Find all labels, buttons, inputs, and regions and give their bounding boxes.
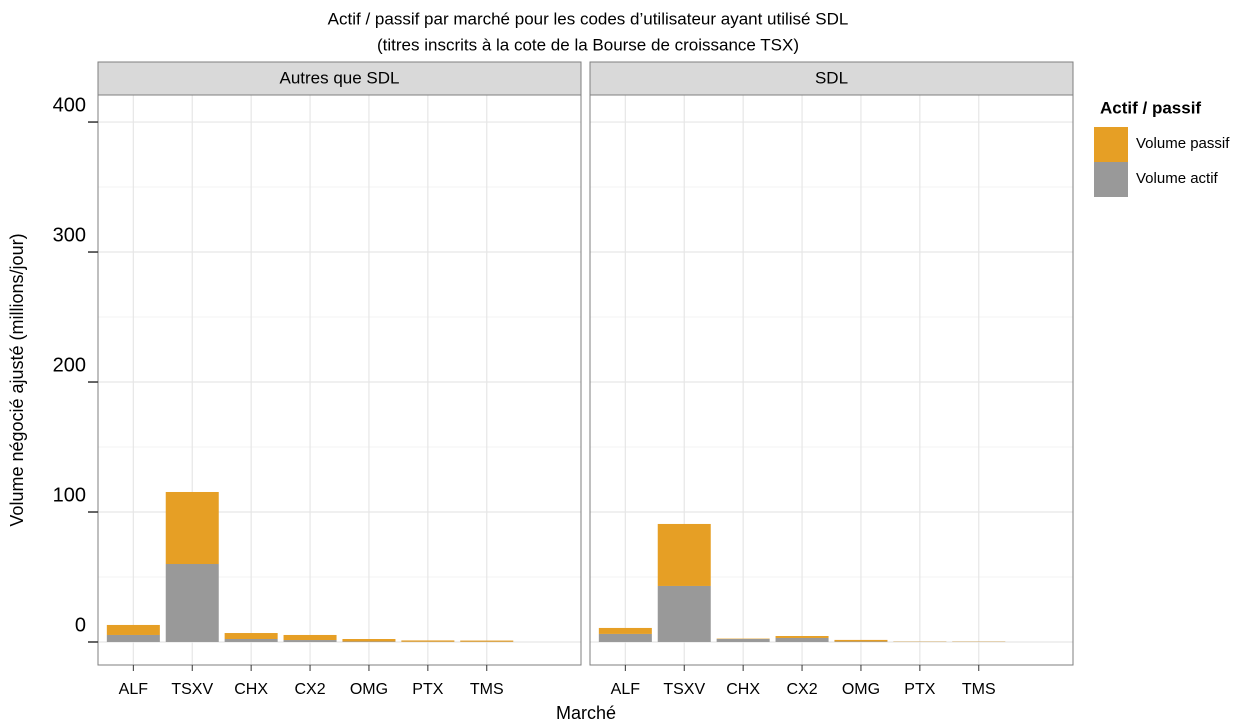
x-tick-label: TMS [470, 681, 504, 698]
legend-key [1094, 127, 1128, 162]
bar [460, 640, 514, 642]
bar [716, 639, 770, 642]
strip [589, 61, 1074, 96]
x-axis-label: Marché [556, 703, 616, 723]
bar [342, 641, 396, 642]
bar [775, 637, 829, 642]
bar [106, 634, 160, 642]
x-tick-label: ALF [611, 681, 641, 698]
bar [283, 640, 337, 642]
bar [342, 639, 396, 642]
strip [97, 61, 582, 96]
x-tick-label: OMG [842, 681, 880, 698]
x-tick-label: CX2 [294, 681, 325, 698]
bar [598, 633, 652, 642]
chart-title: Actif / passif par marché pour les codes… [328, 9, 849, 28]
x-tick-label: CHX [726, 681, 760, 698]
bar [165, 563, 219, 642]
bar [283, 634, 337, 641]
x-tick-label: PTX [904, 681, 935, 698]
bar [224, 639, 278, 642]
legend-title: Actif / passif [1100, 98, 1201, 117]
x-tick-label: ALF [119, 681, 149, 698]
strip-label: SDL [815, 68, 848, 87]
x-tick-label: TMS [962, 681, 996, 698]
bar [401, 640, 455, 642]
bar [657, 585, 711, 642]
legend-label: Volume passif [1136, 135, 1230, 152]
y-tick-label: 100 [53, 484, 86, 506]
legend-key [1094, 162, 1128, 197]
bar [598, 627, 652, 634]
y-tick-label: 200 [53, 354, 86, 376]
y-axis-label: Volume négocié ajusté (millions/jour) [7, 233, 27, 526]
x-tick-label: CX2 [786, 681, 817, 698]
y-tick-label: 400 [53, 94, 86, 116]
strip-label: Autres que SDL [279, 68, 399, 87]
y-tick-label: 300 [53, 224, 86, 246]
bar [834, 641, 888, 642]
y-tick-label: 0 [75, 614, 86, 636]
bar [834, 639, 888, 642]
x-tick-label: TSXV [663, 681, 705, 698]
x-tick-label: PTX [412, 681, 443, 698]
bar [775, 636, 829, 638]
bar [224, 633, 278, 640]
bar [106, 624, 160, 635]
legend-label: Volume actif [1136, 170, 1219, 187]
x-tick-label: CHX [234, 681, 268, 698]
x-tick-label: TSXV [171, 681, 213, 698]
x-tick-label: OMG [350, 681, 388, 698]
bar [165, 491, 219, 564]
chart-subtitle: (titres inscrits à la cote de la Bourse … [377, 35, 799, 54]
bar [657, 523, 711, 586]
